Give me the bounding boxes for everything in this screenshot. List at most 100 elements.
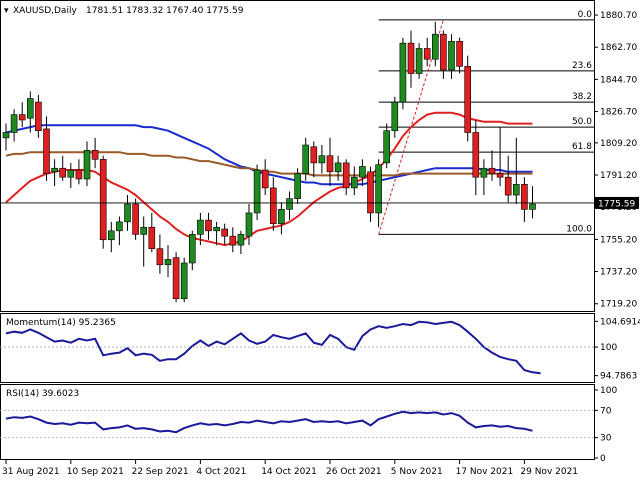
candle-body: [318, 155, 326, 164]
candle-body: [294, 173, 301, 199]
candle-body: [521, 184, 528, 210]
price-tick-label: 1791.20: [600, 171, 637, 181]
candle-body: [326, 155, 334, 173]
chart-symbol: XAUUSD,Daily: [13, 6, 77, 16]
candle-body: [213, 226, 220, 232]
rsi-panel[interactable]: [0, 384, 595, 460]
rsi-line: [5, 410, 533, 434]
candle-body: [399, 42, 407, 103]
price-tick-label: 1755.20: [600, 235, 637, 245]
candle-body: [423, 48, 431, 60]
price-axis: 1880.70 1862.70 1844.70 1826.70 1809.20 1791.…: [0, 11, 639, 310]
candle-body: [464, 66, 472, 133]
candle-body: [83, 150, 91, 180]
candle-body: [391, 101, 399, 132]
candle-body: [310, 146, 318, 164]
time-tick-label: 14 Oct 2021: [261, 467, 317, 477]
candle-body: [529, 203, 536, 210]
momentum-tick-label: 104.6914: [600, 317, 640, 327]
price-panel[interactable]: [0, 0, 595, 312]
rsi-title: RSI(14) 39.6023: [6, 389, 79, 399]
current-price-label: 1775.59: [598, 199, 635, 209]
time-tick-label: 22 Sep 2021: [132, 467, 189, 477]
rsi-tick-label: 0: [600, 454, 606, 464]
time-tick-label: 29 Nov 2021: [520, 467, 578, 477]
time-tick-label: 4 Oct 2021: [196, 467, 246, 477]
candle-body: [375, 164, 382, 214]
fib-level-label: 38.2: [572, 92, 592, 102]
indicator-lines: [0, 320, 594, 439]
fib-level-label: 23.6: [572, 61, 592, 71]
moving-average-line: [5, 124, 533, 186]
fib-level-label: 50.0: [572, 117, 592, 127]
candle-body: [431, 33, 439, 60]
candle-body: [18, 114, 26, 121]
candle-body: [51, 167, 58, 173]
time-axis: 31 Aug 2021 10 Sep 2021 22 Sep 2021 4 Oct 2…: [2, 460, 578, 477]
indicator-axes: 104.6914 100 94.7863 100 70 30 0: [594, 317, 640, 464]
chart-ohlc: 1781.51 1783.32 1767.40 1775.59: [86, 6, 244, 16]
candle-body: [504, 176, 512, 196]
candle-body: [253, 169, 261, 214]
momentum-tick-label: 100: [600, 343, 617, 353]
candle-body: [221, 228, 228, 237]
candle-body: [367, 171, 374, 214]
fib-level-label: 100.0: [566, 224, 592, 234]
candle-body: [261, 169, 269, 189]
candle-body: [180, 262, 188, 300]
candle-body: [488, 167, 496, 174]
candle-body: [480, 167, 488, 178]
candle-body: [269, 187, 277, 224]
candle-body: [350, 176, 358, 189]
candle-body: [75, 169, 83, 180]
rsi-tick-label: 70: [600, 406, 612, 416]
momentum-title: Momentum(14) 95.2365: [6, 318, 116, 328]
candle-body: [26, 98, 34, 119]
candle-body: [35, 101, 42, 132]
price-tick-label: 1880.70: [600, 11, 637, 21]
candle-body: [342, 162, 350, 189]
candle-body: [140, 226, 147, 235]
candle-body: [2, 132, 10, 139]
candle-body: [148, 226, 156, 249]
time-tick-label: 26 Oct 2021: [326, 467, 382, 477]
candle-body: [43, 128, 50, 174]
rsi-tick-label: 30: [600, 434, 612, 444]
momentum-line: [5, 320, 541, 375]
candle-body: [99, 159, 107, 241]
time-tick-label: 5 Nov 2021: [391, 467, 443, 477]
candle-body: [132, 203, 139, 235]
price-tick-label: 1844.70: [600, 75, 637, 85]
candle-body: [448, 41, 455, 71]
candle-body: [205, 219, 212, 232]
candle-body: [286, 198, 293, 210]
time-tick-label: 31 Aug 2021: [2, 467, 60, 477]
price-tick-label: 1737.20: [600, 268, 637, 278]
price-tick-label: 1809.20: [600, 139, 637, 149]
rsi-tick-label: 100: [600, 386, 617, 396]
candle-body: [496, 173, 504, 178]
time-tick-label: 10 Sep 2021: [67, 467, 124, 477]
fib-level-label: 61.8: [572, 142, 592, 152]
momentum-tick-label: 94.7863: [600, 372, 637, 382]
candle-body: [189, 234, 196, 264]
chart-title-icon: ▾: [4, 6, 9, 16]
candle-body: [440, 33, 447, 71]
candle-body: [278, 209, 285, 224]
candle-body: [407, 42, 415, 74]
candle-body: [472, 132, 480, 178]
candle-body: [456, 41, 463, 67]
current-price-tag: [595, 196, 639, 209]
candle-body: [124, 203, 131, 223]
candle-body: [108, 230, 115, 241]
candle-body: [59, 167, 67, 178]
candle-body: [245, 212, 253, 237]
candle-body: [67, 169, 75, 178]
fib-level-label: 0.0: [578, 10, 593, 20]
moving-average-line: [5, 111, 533, 247]
candlestick-series: [2, 21, 536, 303]
candle-body: [334, 162, 342, 173]
price-tick-label: 1826.70: [600, 108, 637, 118]
candle-body: [197, 219, 204, 235]
